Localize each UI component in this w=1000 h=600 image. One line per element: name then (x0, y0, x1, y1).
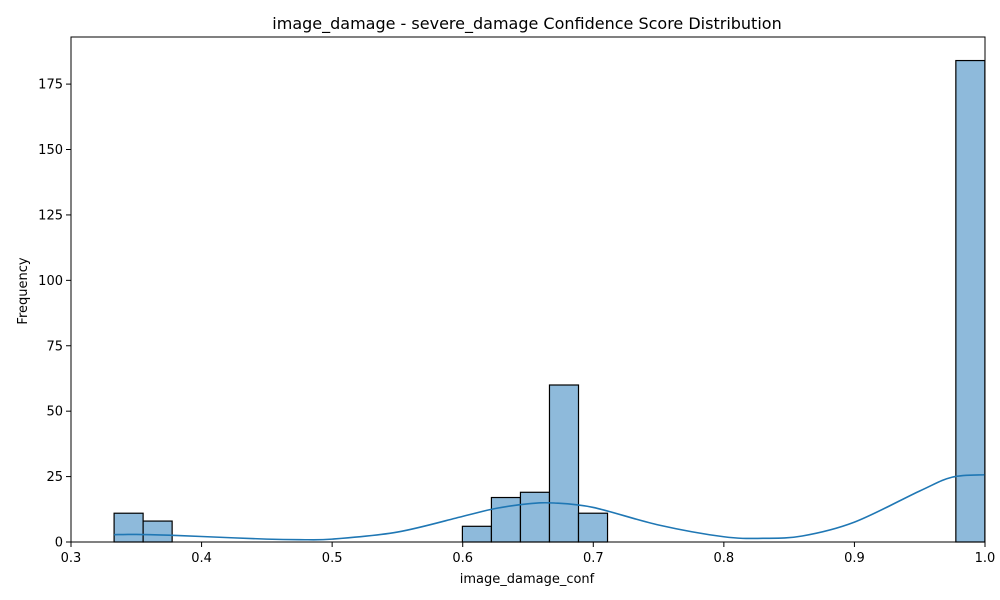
x-axis-ticks: 0.3 0.4 0.5 0.6 0.7 0.8 0.9 1.0 (61, 542, 996, 566)
x-tick-label: 0.6 (452, 551, 473, 566)
y-tick-label: 50 (46, 405, 63, 420)
histogram-bar-4 (520, 492, 549, 542)
histogram-bar-2 (462, 526, 491, 542)
x-tick-label: 0.5 (322, 551, 343, 566)
y-tick-label: 25 (46, 470, 63, 485)
plot-frame (71, 37, 985, 542)
x-tick-label: 1.0 (975, 551, 996, 566)
y-tick-label: 125 (38, 208, 63, 223)
histogram-bar-3 (491, 498, 520, 542)
x-tick-label: 0.7 (583, 551, 604, 566)
axes-frame (71, 37, 985, 542)
histogram-bar-7 (956, 61, 985, 542)
x-tick-label: 0.3 (61, 551, 82, 566)
y-axis-ticks: 0 25 50 75 100 125 150 175 (38, 78, 71, 551)
x-axis-label: image_damage_conf (460, 572, 595, 587)
histogram-bar-0 (114, 513, 143, 542)
y-tick-label: 175 (38, 78, 63, 93)
y-tick-label: 150 (38, 143, 63, 158)
y-tick-label: 0 (55, 536, 63, 551)
histogram-bar-6 (579, 513, 608, 542)
y-tick-label: 100 (38, 274, 63, 289)
y-tick-label: 75 (46, 339, 63, 354)
histogram-bar-5 (549, 385, 578, 542)
y-axis-label: Frequency (16, 257, 31, 324)
x-tick-label: 0.8 (714, 551, 735, 566)
x-tick-label: 0.9 (844, 551, 865, 566)
x-tick-label: 0.4 (191, 551, 212, 566)
histogram-bar-1 (143, 521, 172, 542)
chart-title: image_damage - severe_damage Confidence … (272, 14, 781, 34)
bars-group (114, 61, 985, 542)
